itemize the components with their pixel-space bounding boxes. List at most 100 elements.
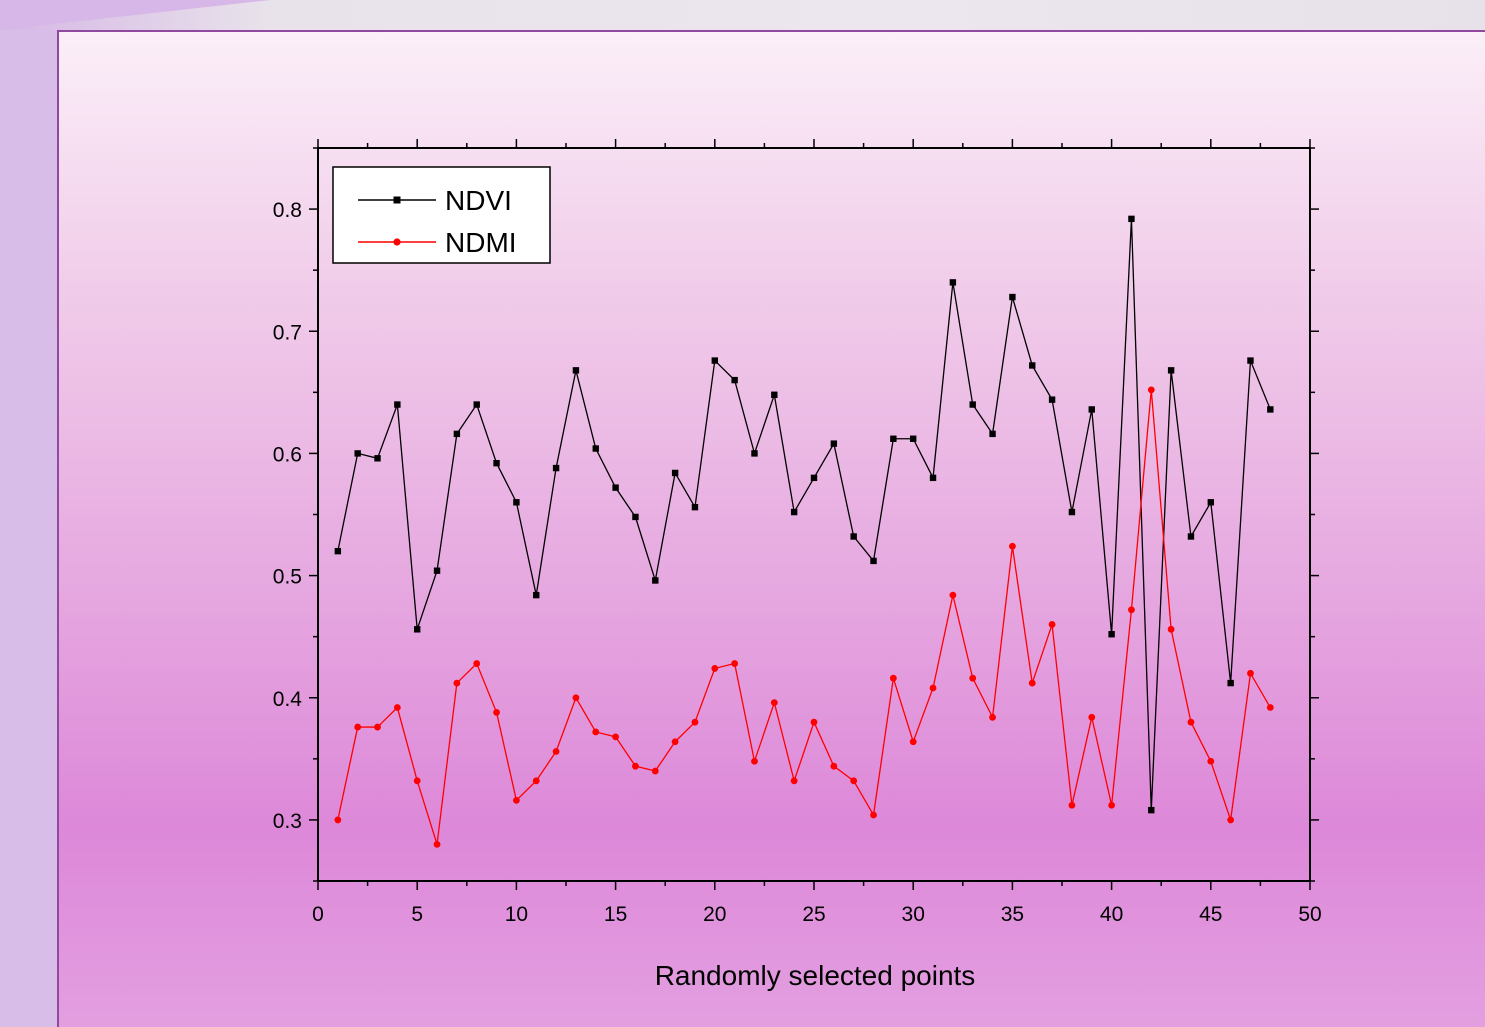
data-point	[1029, 362, 1036, 369]
y-tick-label: 0.8	[273, 199, 302, 222]
x-tick-label: 40	[1100, 903, 1123, 926]
data-point	[552, 464, 560, 472]
data-point	[1009, 293, 1016, 301]
data-point	[691, 503, 699, 511]
data-point	[830, 440, 838, 447]
series-ndmi	[334, 386, 1274, 848]
legend-item-ndvi: NDVI	[358, 185, 512, 216]
data-point	[929, 684, 937, 692]
data-point	[751, 450, 758, 457]
series-layer	[334, 215, 1274, 848]
data-point	[413, 777, 421, 785]
y-tick-label: 0.4	[273, 688, 303, 711]
data-point	[1167, 367, 1175, 374]
data-point	[572, 367, 580, 374]
x-tick-label: 15	[604, 903, 627, 926]
data-point	[949, 279, 957, 286]
legend-marker	[393, 196, 401, 204]
data-point	[612, 484, 619, 491]
data-point	[1068, 801, 1076, 809]
x-tick-label: 45	[1199, 903, 1222, 926]
data-point	[850, 777, 858, 785]
data-point	[572, 694, 580, 702]
data-point	[969, 674, 977, 682]
data-point	[1088, 406, 1095, 413]
data-point	[731, 376, 738, 384]
data-point	[770, 699, 778, 707]
data-point	[1088, 713, 1096, 721]
data-point	[1048, 396, 1056, 403]
data-point	[671, 469, 679, 477]
data-point	[790, 777, 798, 785]
data-point	[1227, 679, 1234, 687]
data-point	[533, 591, 540, 599]
series-line-ndmi	[337, 389, 1271, 845]
data-point	[751, 757, 758, 765]
x-tick-label: 10	[505, 903, 528, 926]
legend-label: NDMI	[445, 227, 517, 258]
data-point	[1227, 816, 1235, 824]
data-point	[433, 567, 441, 574]
data-point	[890, 435, 897, 442]
data-point	[632, 513, 639, 521]
data-point	[1187, 718, 1195, 726]
data-point	[493, 709, 500, 716]
slide-corner-decoration	[0, 0, 270, 30]
legend-label: NDVI	[445, 185, 512, 216]
data-point	[1048, 621, 1056, 628]
data-point	[889, 674, 897, 682]
data-point	[334, 816, 342, 824]
data-point	[830, 762, 838, 770]
data-point	[711, 357, 718, 364]
data-point	[711, 665, 719, 672]
data-point	[632, 762, 639, 770]
series-ndvi	[334, 215, 1274, 814]
data-point	[1167, 625, 1175, 633]
data-point	[651, 767, 659, 775]
data-point	[473, 660, 481, 667]
data-point	[1128, 606, 1135, 614]
data-point	[870, 557, 877, 565]
data-point	[909, 738, 917, 746]
legend-box	[332, 166, 551, 264]
legend: NDVI NDMI	[332, 166, 551, 264]
data-point	[969, 401, 976, 408]
slide-panel	[57, 30, 1485, 1027]
y-tick-label: 0.3	[273, 810, 302, 833]
y-tick-label: 0.7	[273, 321, 302, 344]
x-tick-label: 35	[1001, 903, 1024, 926]
data-point	[1148, 806, 1155, 814]
x-tick-label: 25	[802, 903, 825, 926]
data-point	[612, 733, 619, 741]
axes: 0 5 10 15 20 25 30 35 40 45 50 0.3 0.4 0.5 0.6 0.7 0.8	[273, 139, 1322, 926]
data-point	[334, 547, 342, 555]
data-point	[989, 713, 996, 721]
data-point	[394, 401, 401, 408]
data-point	[1009, 542, 1016, 550]
x-axis-label: Randomly selected points	[655, 960, 976, 991]
x-tick-label: 5	[411, 903, 423, 926]
data-point	[810, 474, 818, 482]
data-point	[1247, 669, 1254, 677]
data-point	[850, 533, 857, 540]
data-point	[1267, 406, 1274, 413]
data-point	[414, 626, 421, 633]
legend-item-ndmi: NDMI	[358, 227, 517, 258]
data-point	[354, 723, 362, 731]
data-point	[592, 445, 599, 452]
data-point	[513, 499, 520, 506]
y-tick-label: 0.5	[273, 566, 302, 589]
data-point	[453, 430, 461, 438]
data-point	[393, 704, 401, 711]
data-point	[870, 811, 877, 819]
data-point	[493, 459, 500, 467]
data-point	[1028, 679, 1036, 687]
y-tick-label: 0.6	[273, 443, 302, 466]
data-point	[592, 728, 600, 736]
data-point	[1108, 631, 1115, 638]
data-point	[910, 435, 917, 442]
legend-marker	[393, 238, 401, 246]
x-tick-label: 0	[312, 903, 324, 926]
data-point	[810, 718, 818, 726]
